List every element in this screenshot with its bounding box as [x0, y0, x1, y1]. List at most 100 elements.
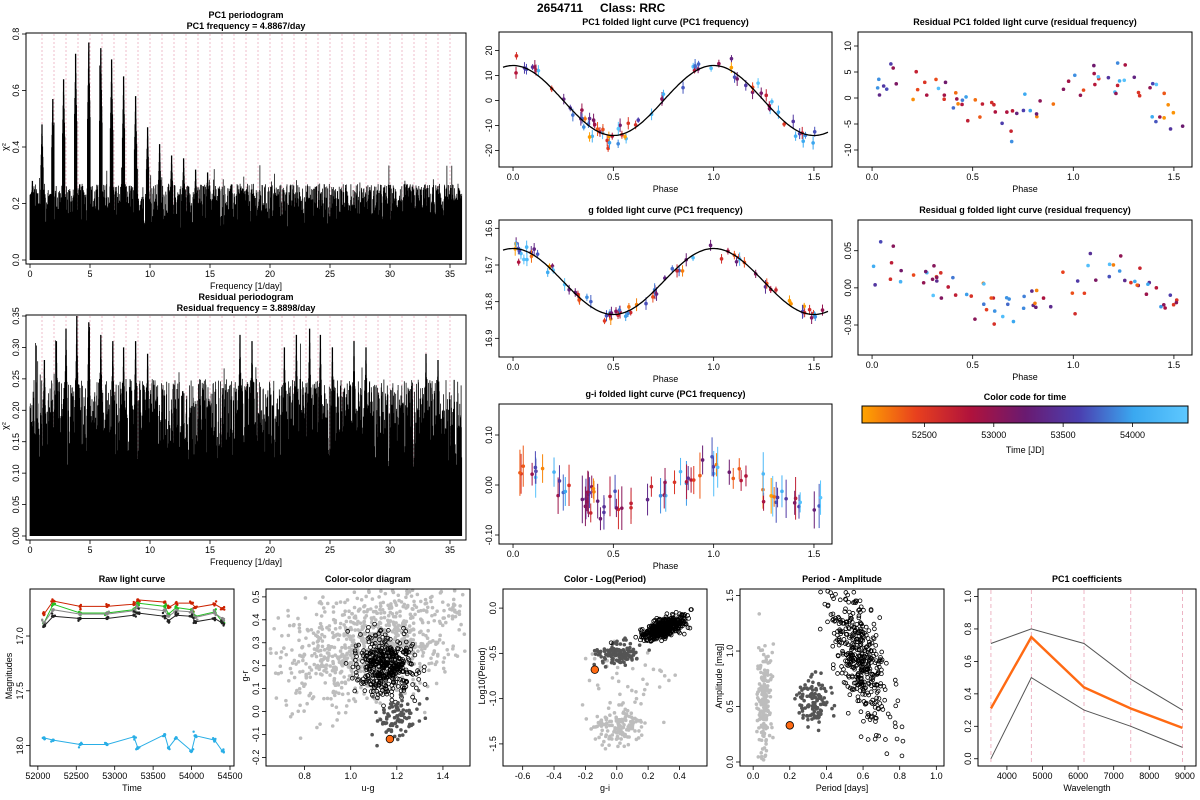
x-tick-label: 0.4	[820, 771, 833, 781]
open-point	[353, 650, 358, 656]
data-point	[820, 308, 825, 312]
gray-point	[429, 661, 434, 665]
gray-point	[757, 682, 762, 686]
data-point	[884, 87, 889, 91]
gray-point	[330, 630, 335, 635]
gray-point	[416, 609, 421, 614]
gray-point	[759, 670, 763, 675]
series-point-black	[188, 615, 191, 618]
plot-border	[498, 219, 833, 358]
dark-point	[396, 700, 400, 705]
series-point-blue	[222, 748, 225, 751]
gray-point	[426, 628, 430, 633]
open-point	[837, 639, 843, 645]
data-point	[750, 90, 755, 95]
y-tick-label: 0.8	[963, 623, 973, 636]
gray-point	[379, 611, 383, 615]
open-point	[648, 630, 654, 636]
data-point	[601, 127, 605, 132]
gray-point	[373, 618, 378, 622]
gray-point	[596, 686, 601, 691]
data-point	[636, 118, 641, 122]
gray-point	[399, 624, 404, 628]
gray-point	[339, 654, 343, 659]
open-point	[403, 684, 409, 689]
y-tick-label: 20	[484, 45, 494, 55]
data-point	[563, 489, 568, 494]
data-point	[1168, 293, 1173, 297]
gray-point	[421, 644, 426, 649]
gray-point	[391, 590, 396, 595]
gray-point	[763, 643, 767, 648]
x-tick-label: 1.5	[808, 172, 821, 182]
open-point	[389, 689, 394, 694]
open-point	[830, 611, 836, 617]
open-point	[371, 666, 377, 671]
gray-point	[627, 735, 631, 739]
open-point	[830, 662, 836, 667]
gray-point	[325, 696, 330, 701]
gray-point	[639, 725, 644, 729]
data-point	[891, 244, 896, 248]
x-tick-label: 35	[445, 545, 455, 555]
series-point-blue	[50, 740, 53, 743]
series-point-gray	[191, 608, 194, 611]
gray-point	[322, 655, 327, 659]
data-point	[678, 469, 683, 474]
data-point	[626, 121, 631, 126]
data-point	[780, 489, 784, 494]
x-tick-label: 10	[145, 545, 155, 555]
gray-point	[407, 624, 412, 628]
gray-point	[305, 701, 309, 706]
dark-point	[798, 703, 802, 707]
dark-point	[416, 688, 421, 693]
open-point	[871, 673, 877, 678]
data-point	[1009, 129, 1013, 133]
colorbar-ticks: 52500 53000 53500 54000	[912, 423, 1145, 440]
data-point	[589, 299, 593, 304]
gray-point	[348, 626, 353, 631]
open-point	[872, 682, 877, 688]
gray-point	[416, 649, 420, 653]
y-tick-label: 0.4	[11, 141, 21, 154]
data-point	[798, 500, 802, 505]
data-point	[813, 314, 818, 319]
open-point	[373, 633, 379, 639]
dark-point	[375, 743, 379, 748]
open-point	[345, 629, 350, 634]
y-tick-label: 18.0	[15, 737, 25, 755]
data-point	[516, 260, 521, 264]
gray-point	[628, 724, 632, 728]
dark-point	[610, 649, 615, 654]
open-point	[362, 656, 368, 662]
open-point	[355, 665, 361, 670]
open-point	[852, 629, 858, 634]
gray-point	[334, 705, 339, 709]
series-point-red	[195, 605, 199, 608]
dark-point	[598, 649, 603, 654]
data-point	[923, 269, 928, 274]
gray-point	[433, 612, 437, 617]
chart-color-log-period: Color - Log(Period)-0.6 -0.4 -0.2 0.0 0.2 0.4…	[477, 574, 708, 793]
data-point	[960, 102, 964, 107]
dark-point	[425, 696, 429, 701]
dark-point	[370, 732, 374, 737]
dark-point	[819, 686, 823, 691]
data-point	[585, 490, 590, 494]
y-tick-label: 0.4	[963, 688, 973, 701]
open-point	[368, 645, 373, 650]
data-point	[934, 77, 938, 82]
chart-title: Raw light curve	[99, 574, 166, 584]
open-point	[899, 724, 905, 730]
data-point	[934, 275, 939, 280]
data-point	[889, 260, 894, 265]
gray-point	[316, 645, 320, 650]
data-point	[684, 479, 689, 484]
dark-point	[395, 724, 399, 729]
y-tick-label: 0.10	[11, 464, 21, 482]
y-tick-label: 0.0	[251, 705, 261, 718]
dark-point	[822, 686, 827, 691]
gray-point	[378, 621, 383, 626]
